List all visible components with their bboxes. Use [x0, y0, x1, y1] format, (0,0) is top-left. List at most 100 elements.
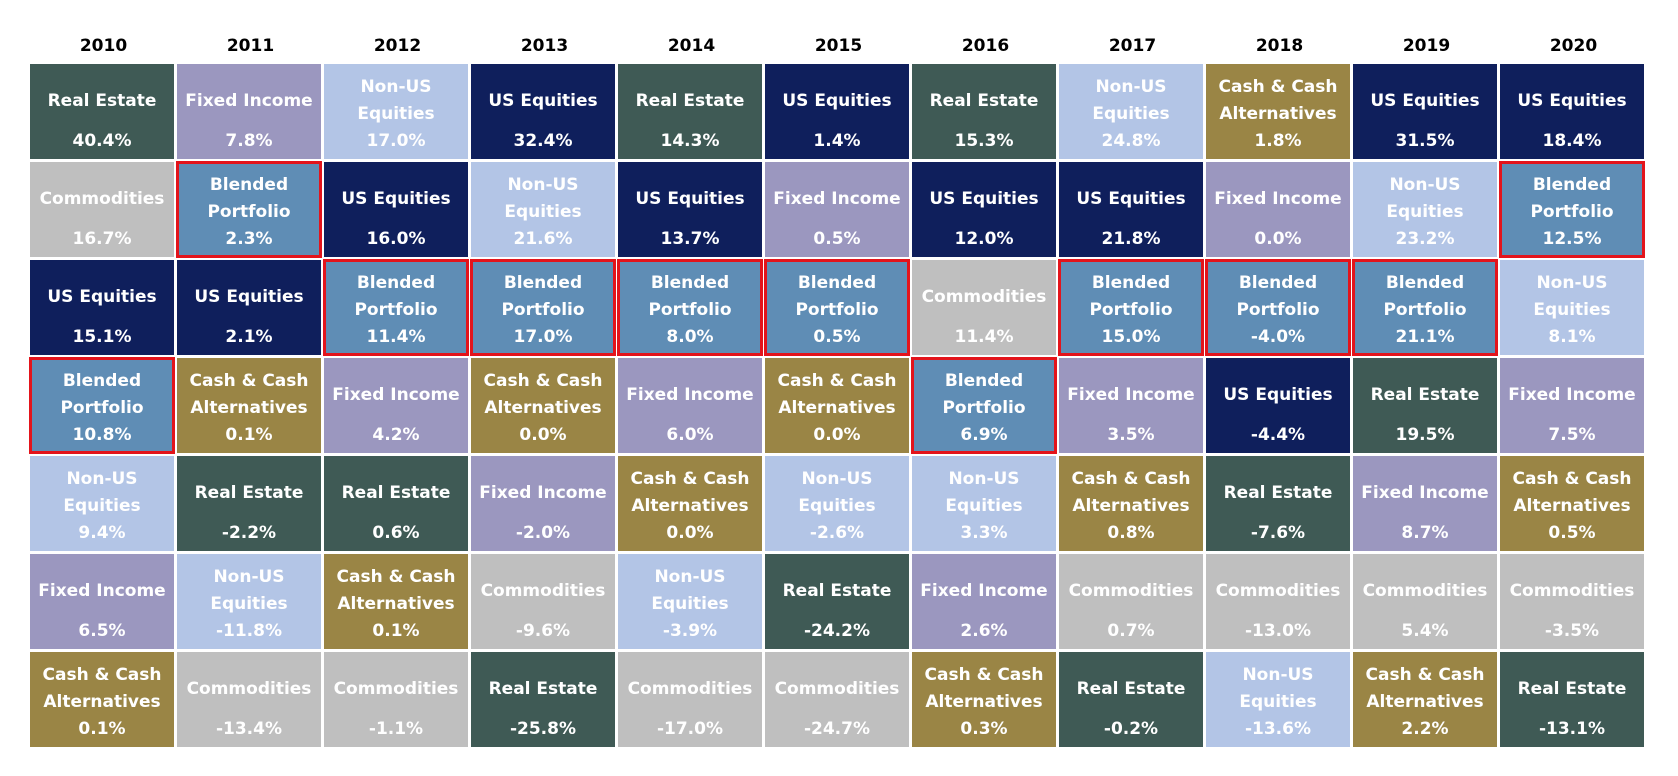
return-value: 11.4% — [366, 327, 426, 347]
return-cell: US Equities 13.7% — [618, 162, 762, 257]
asset-name: US Equities — [1076, 188, 1186, 209]
return-cell: US Equities 21.8% — [1059, 162, 1203, 257]
return-cell: Blended Portfolio 17.0% — [470, 259, 616, 356]
asset-name: US Equities — [1517, 90, 1627, 111]
asset-name: Commodities — [1068, 580, 1194, 601]
asset-name: Fixed Income — [1361, 482, 1489, 503]
return-cell: US Equities 16.0% — [324, 162, 468, 257]
year-header: 2018 — [1255, 36, 1304, 56]
asset-name: Fixed Income — [38, 580, 166, 601]
asset-name: Non-US Equities — [504, 175, 582, 222]
return-value: 24.8% — [1101, 131, 1161, 151]
return-value: 15.3% — [954, 131, 1014, 151]
return-cell: Blended Portfolio 8.0% — [617, 259, 763, 356]
return-cell: US Equities 12.0% — [912, 162, 1056, 257]
return-cell: Commodities -24.7% — [765, 652, 909, 747]
return-cell: Non-US Equities 24.8% — [1059, 64, 1203, 159]
return-cell: Commodities 16.7% — [30, 162, 174, 257]
return-cell: Non-US Equities 23.2% — [1353, 162, 1497, 257]
return-value: 14.3% — [660, 131, 720, 151]
return-cell: US Equities 32.4% — [471, 64, 615, 159]
return-cell: Real Estate 0.6% — [324, 456, 468, 551]
return-value: 2.1% — [225, 327, 273, 347]
return-cell: Cash & Cash Alternatives 0.1% — [177, 358, 321, 453]
asset-name: Commodities — [921, 286, 1047, 307]
asset-name: Commodities — [480, 580, 606, 601]
return-value: 12.5% — [1542, 229, 1602, 249]
return-cell: Real Estate -7.6% — [1206, 456, 1350, 551]
return-value: 21.1% — [1395, 327, 1455, 347]
asset-name: US Equities — [635, 188, 745, 209]
year-header: 2010 — [79, 36, 128, 56]
asset-name: US Equities — [488, 90, 598, 111]
return-value: 7.5% — [1548, 425, 1596, 445]
return-value: -24.2% — [803, 621, 871, 641]
return-cell: Cash & Cash Alternatives 0.3% — [912, 652, 1056, 747]
return-cell: Non-US Equities 21.6% — [471, 162, 615, 257]
asset-name: Fixed Income — [1508, 384, 1636, 405]
return-cell: Fixed Income 6.0% — [618, 358, 762, 453]
asset-name: Blended Portfolio — [942, 371, 1026, 418]
asset-name: Fixed Income — [626, 384, 754, 405]
return-cell: Cash & Cash Alternatives 1.8% — [1206, 64, 1350, 159]
return-value: 0.1% — [78, 719, 126, 739]
return-value: 0.8% — [1107, 523, 1155, 543]
return-cell: Real Estate -0.2% — [1059, 652, 1203, 747]
return-value: 0.7% — [1107, 621, 1155, 641]
return-cell: Non-US Equities -11.8% — [177, 554, 321, 649]
return-value: -24.7% — [803, 719, 871, 739]
asset-name: Blended Portfolio — [1089, 273, 1173, 320]
return-value: 40.4% — [72, 131, 132, 151]
year-header: 2014 — [667, 36, 716, 56]
return-value: -0.2% — [1103, 719, 1159, 739]
asset-name: Non-US Equities — [210, 567, 288, 614]
asset-name: Fixed Income — [1067, 384, 1195, 405]
asset-name: Blended Portfolio — [648, 273, 732, 320]
asset-name: Fixed Income — [1214, 188, 1342, 209]
asset-name: Real Estate — [488, 678, 598, 699]
asset-name: Commodities — [39, 188, 165, 209]
asset-name: Non-US Equities — [1092, 77, 1170, 124]
return-cell: Cash & Cash Alternatives 2.2% — [1353, 652, 1497, 747]
asset-name: Commodities — [186, 678, 312, 699]
return-cell: Non-US Equities 3.3% — [912, 456, 1056, 551]
return-value: -25.8% — [509, 719, 577, 739]
return-cell: US Equities 15.1% — [30, 260, 174, 355]
asset-name: Non-US Equities — [1533, 273, 1611, 320]
return-cell: Commodities -17.0% — [618, 652, 762, 747]
return-cell: Fixed Income 7.8% — [177, 64, 321, 159]
asset-name: Non-US Equities — [63, 469, 141, 516]
return-value: 2.3% — [225, 229, 273, 249]
return-value: -13.6% — [1244, 719, 1312, 739]
return-cell: Non-US Equities 8.1% — [1500, 260, 1644, 355]
return-value: -13.0% — [1244, 621, 1312, 641]
return-cell: Non-US Equities -3.9% — [618, 554, 762, 649]
asset-name: Cash & Cash Alternatives — [189, 371, 309, 418]
asset-name: Fixed Income — [185, 90, 313, 111]
return-value: 0.5% — [1548, 523, 1596, 543]
asset-name: Commodities — [627, 678, 753, 699]
return-cell: Real Estate 14.3% — [618, 64, 762, 159]
asset-name: Real Estate — [1076, 678, 1186, 699]
return-value: 0.1% — [225, 425, 273, 445]
return-value: 2.6% — [960, 621, 1008, 641]
return-cell: Commodities -9.6% — [471, 554, 615, 649]
return-value: 15.1% — [72, 327, 132, 347]
return-value: 0.0% — [519, 425, 567, 445]
return-cell: Blended Portfolio 6.9% — [911, 357, 1057, 454]
asset-name: Cash & Cash Alternatives — [777, 371, 897, 418]
asset-name: Non-US Equities — [357, 77, 435, 124]
return-value: 0.1% — [372, 621, 420, 641]
return-value: 1.4% — [813, 131, 861, 151]
return-value: 6.5% — [78, 621, 126, 641]
asset-name: Real Estate — [635, 90, 745, 111]
return-cell: Real Estate -25.8% — [471, 652, 615, 747]
return-value: 0.3% — [960, 719, 1008, 739]
asset-name: Real Estate — [1370, 384, 1480, 405]
return-cell: Cash & Cash Alternatives 0.1% — [324, 554, 468, 649]
return-cell: Fixed Income 8.7% — [1353, 456, 1497, 551]
return-value: 8.1% — [1548, 327, 1596, 347]
return-value: 0.0% — [813, 425, 861, 445]
return-cell: Cash & Cash Alternatives 0.0% — [471, 358, 615, 453]
